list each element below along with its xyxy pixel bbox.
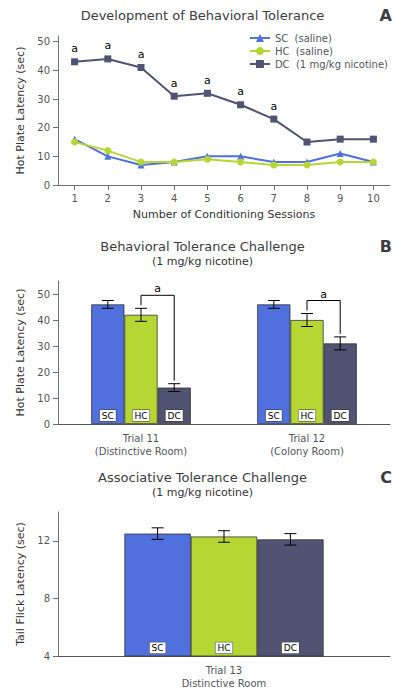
svg-text:C: C [380,468,392,487]
svg-text:6: 6 [237,193,243,204]
svg-text:50: 50 [37,36,50,47]
svg-text:a: a [171,77,178,90]
svg-text:DC: DC [284,643,297,653]
svg-text:20: 20 [37,122,50,133]
svg-text:4: 4 [44,651,50,662]
svg-text:(1 mg/kg nicotine): (1 mg/kg nicotine) [152,486,253,499]
svg-text:Trial 12: Trial 12 [288,433,325,444]
svg-text:a: a [138,48,145,61]
svg-text:10: 10 [367,193,380,204]
svg-text:7: 7 [271,193,277,204]
svg-text:SC (saline): SC (saline) [275,33,332,44]
svg-text:5: 5 [204,193,210,204]
svg-text:Hot Plate Latency (sec): Hot Plate Latency (sec) [14,289,27,417]
svg-text:a: a [71,42,78,55]
svg-text:10: 10 [37,393,50,404]
svg-text:B: B [380,237,392,256]
svg-text:SC: SC [152,643,164,653]
svg-text:Trial 11: Trial 11 [122,433,159,444]
svg-text:30: 30 [37,341,50,352]
svg-text:HC (saline): HC (saline) [275,46,333,57]
svg-text:40: 40 [37,315,50,326]
svg-text:a: a [270,100,277,113]
svg-text:a: a [237,85,244,98]
svg-text:Development of Behavioral Tole: Development of Behavioral Tolerance [81,8,325,23]
svg-text:HC: HC [134,411,147,421]
svg-text:8: 8 [44,593,50,604]
svg-text:Number of Conditioning Session: Number of Conditioning Sessions [133,208,316,221]
svg-text:SC: SC [102,411,114,421]
svg-text:A: A [380,6,393,25]
svg-text:3: 3 [138,193,144,204]
svg-text:0: 0 [44,180,50,191]
svg-text:SC: SC [268,411,280,421]
svg-text:Distinctive Room: Distinctive Room [182,678,267,689]
svg-text:HC: HC [217,643,230,653]
svg-text:(Colony Room): (Colony Room) [270,446,344,457]
svg-text:0: 0 [44,419,50,430]
svg-text:Hot Plate Latency (sec): Hot Plate Latency (sec) [14,47,27,175]
svg-text:9: 9 [337,193,343,204]
svg-text:a: a [154,282,161,295]
svg-text:1: 1 [71,193,77,204]
svg-text:Trial 13: Trial 13 [205,665,242,676]
svg-text:50: 50 [37,289,50,300]
svg-text:4: 4 [171,193,177,204]
svg-text:a: a [204,74,211,87]
svg-text:12: 12 [37,535,50,546]
svg-text:(1 mg/kg nicotine): (1 mg/kg nicotine) [152,255,253,268]
svg-text:a: a [104,39,111,52]
svg-text:10: 10 [37,151,50,162]
svg-text:20: 20 [37,367,50,378]
svg-text:HC: HC [300,411,313,421]
svg-text:Associative Tolerance Challeng: Associative Tolerance Challenge [98,470,307,485]
svg-text:30: 30 [37,94,50,105]
svg-text:Behavioral Tolerance Challenge: Behavioral Tolerance Challenge [100,239,305,254]
svg-text:DC: DC [168,411,181,421]
svg-text:(Distinctive Room): (Distinctive Room) [95,446,188,457]
svg-text:40: 40 [37,65,50,76]
svg-text:8: 8 [304,193,310,204]
svg-text:DC (1 mg/kg nicotine): DC (1 mg/kg nicotine) [275,59,388,70]
svg-text:Tail Flick Latency (sec): Tail Flick Latency (sec) [14,522,27,647]
svg-text:DC: DC [334,411,347,421]
svg-text:2: 2 [105,193,111,204]
svg-text:a: a [320,288,327,301]
